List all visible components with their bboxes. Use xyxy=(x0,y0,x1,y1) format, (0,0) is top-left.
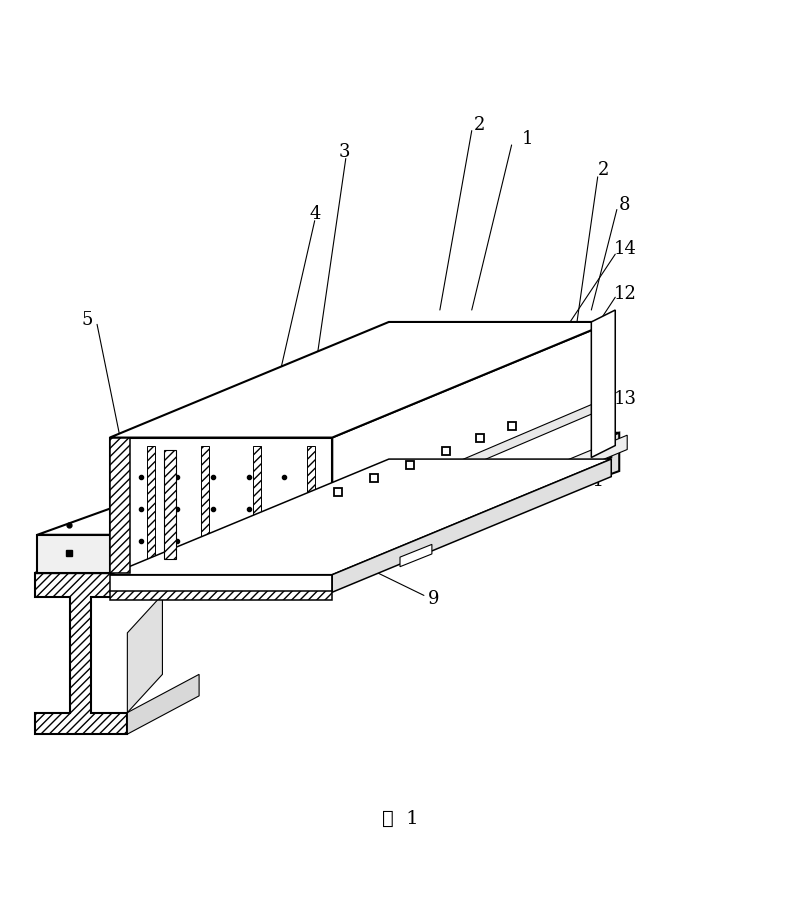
Text: 5: 5 xyxy=(82,310,93,328)
Polygon shape xyxy=(254,445,262,561)
Text: 12: 12 xyxy=(614,285,636,303)
Polygon shape xyxy=(110,437,332,573)
Polygon shape xyxy=(348,435,627,565)
Polygon shape xyxy=(35,573,127,734)
Polygon shape xyxy=(38,433,619,535)
Text: 9: 9 xyxy=(428,590,439,608)
Text: 4: 4 xyxy=(309,205,320,223)
Polygon shape xyxy=(336,433,619,573)
Polygon shape xyxy=(340,396,611,522)
Polygon shape xyxy=(332,459,611,592)
Polygon shape xyxy=(110,322,611,437)
Text: 4: 4 xyxy=(598,356,610,375)
Polygon shape xyxy=(110,575,332,592)
Polygon shape xyxy=(127,674,199,734)
Polygon shape xyxy=(127,595,162,713)
Text: 图  1: 图 1 xyxy=(382,810,418,827)
Text: 3: 3 xyxy=(338,143,350,161)
Polygon shape xyxy=(110,437,130,573)
Polygon shape xyxy=(110,459,611,575)
Text: 14: 14 xyxy=(614,240,636,258)
Polygon shape xyxy=(591,310,615,457)
Text: 1: 1 xyxy=(522,130,534,148)
Polygon shape xyxy=(306,445,314,561)
Polygon shape xyxy=(35,535,199,573)
Text: 13: 13 xyxy=(614,390,636,408)
Polygon shape xyxy=(127,535,199,597)
Polygon shape xyxy=(110,590,332,600)
Text: 11: 11 xyxy=(582,473,605,491)
Text: 8: 8 xyxy=(619,196,630,214)
Polygon shape xyxy=(164,450,176,559)
Text: 4: 4 xyxy=(598,333,610,351)
Polygon shape xyxy=(332,322,611,573)
Polygon shape xyxy=(201,445,209,561)
Text: 2: 2 xyxy=(598,161,609,180)
Polygon shape xyxy=(147,445,155,561)
Polygon shape xyxy=(38,535,336,573)
Text: 2: 2 xyxy=(474,116,486,134)
Polygon shape xyxy=(400,544,432,567)
